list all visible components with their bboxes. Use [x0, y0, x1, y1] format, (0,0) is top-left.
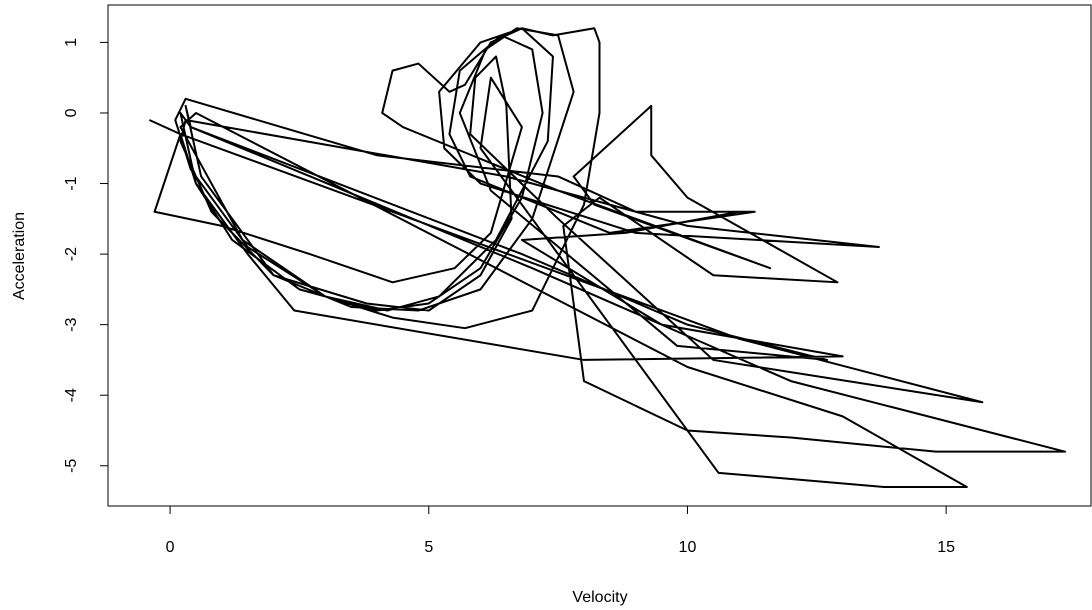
- y-axis-label: Acceleration: [11, 212, 28, 300]
- y-tick-label: -2: [63, 247, 80, 261]
- y-tick-label: -4: [63, 388, 80, 402]
- data-line: [148, 27, 1067, 488]
- y-tick-label: -5: [63, 459, 80, 473]
- y-tick-label: -1: [63, 176, 80, 190]
- y-tick-label: 1: [63, 38, 80, 47]
- x-tick-label: 10: [679, 539, 697, 556]
- x-tick-label: 0: [166, 539, 175, 556]
- x-tick-label: 5: [424, 539, 433, 556]
- y-tick-label: -3: [63, 317, 80, 331]
- x-tick-label: 15: [937, 539, 955, 556]
- x-axis-label: Velocity: [572, 589, 627, 606]
- y-tick-label: 0: [63, 108, 80, 117]
